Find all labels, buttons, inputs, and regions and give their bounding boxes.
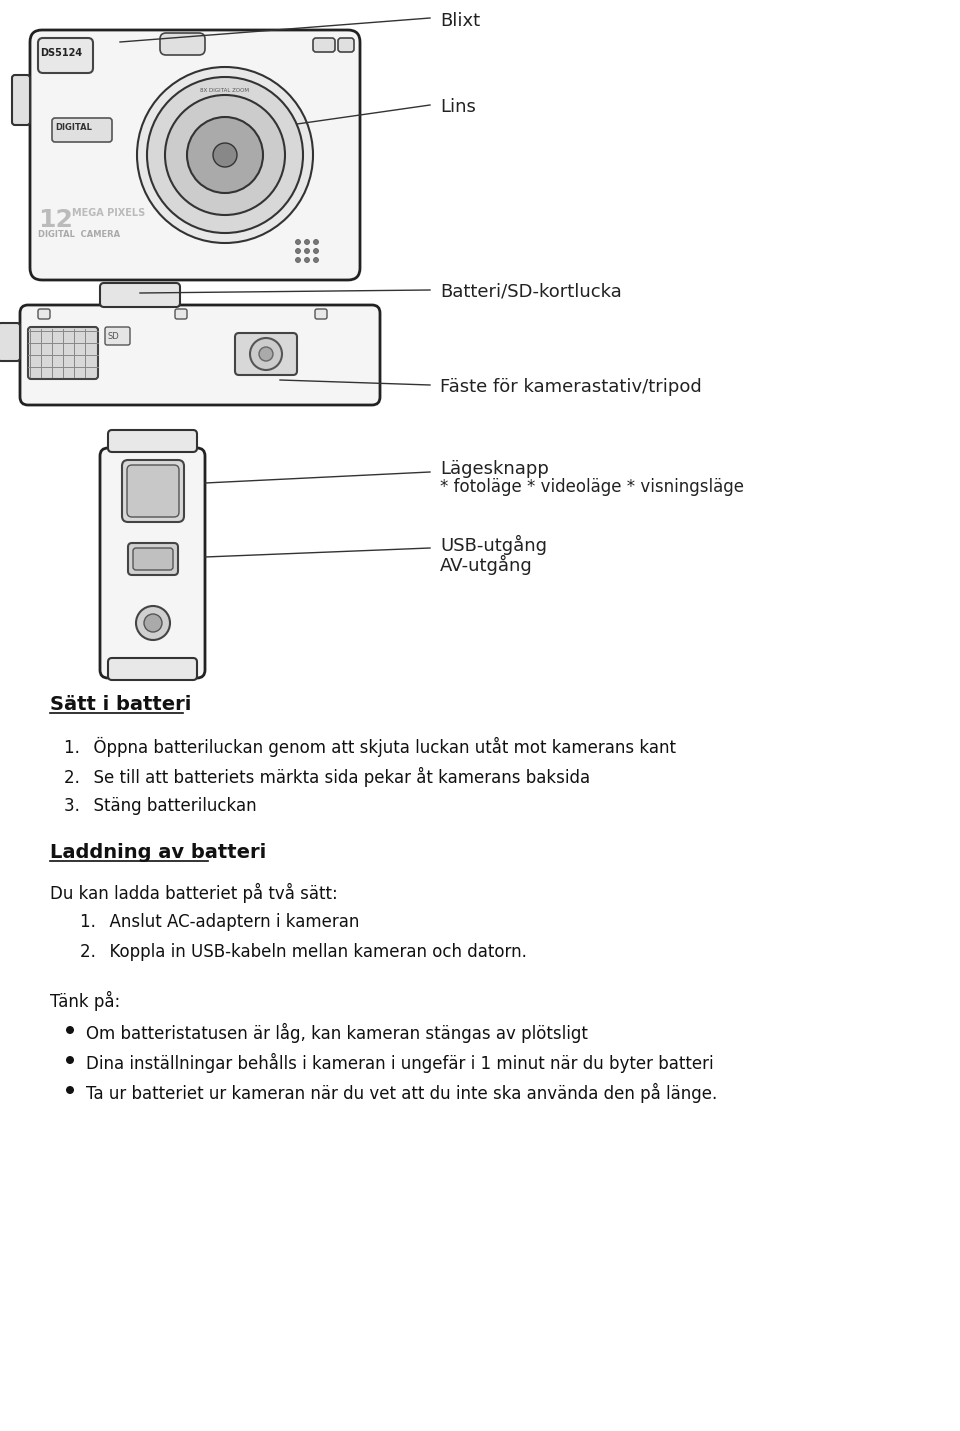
Circle shape [66,1086,74,1095]
Circle shape [144,614,162,633]
Text: 1.  Öppna batteriluckan genom att skjuta luckan utåt mot kamerans kant: 1. Öppna batteriluckan genom att skjuta … [64,737,676,757]
Circle shape [137,67,313,243]
FancyBboxPatch shape [128,542,178,575]
Text: 3.  Stäng batteriluckan: 3. Stäng batteriluckan [64,797,256,816]
Circle shape [304,249,309,253]
FancyBboxPatch shape [315,309,327,319]
FancyBboxPatch shape [127,465,179,517]
Circle shape [147,77,303,233]
Circle shape [250,338,282,371]
Circle shape [296,249,300,253]
Circle shape [314,239,319,245]
Circle shape [304,258,309,262]
Text: Laddning av batteri: Laddning av batteri [50,843,266,861]
Circle shape [213,143,237,167]
Circle shape [259,346,273,361]
Text: * fotoläge * videoläge * visningsläge: * fotoläge * videoläge * visningsläge [440,478,744,497]
Text: DIGITAL  CAMERA: DIGITAL CAMERA [38,230,120,239]
FancyBboxPatch shape [20,305,380,405]
Text: 12: 12 [38,207,73,232]
FancyBboxPatch shape [100,448,205,678]
FancyBboxPatch shape [313,39,335,52]
Circle shape [314,249,319,253]
FancyBboxPatch shape [12,74,30,124]
FancyBboxPatch shape [175,309,187,319]
Circle shape [136,605,170,640]
Text: Dina inställningar behålls i kameran i ungefär i 1 minut när du byter batteri: Dina inställningar behålls i kameran i u… [86,1053,713,1073]
Circle shape [304,239,309,245]
Text: Lins: Lins [440,97,476,116]
FancyBboxPatch shape [105,328,130,345]
Text: Lägesknapp: Lägesknapp [440,459,549,478]
FancyBboxPatch shape [235,333,297,375]
Text: USB-utgång: USB-utgång [440,535,547,555]
Circle shape [296,258,300,262]
Circle shape [66,1026,74,1035]
Text: 8X DIGITAL ZOOM: 8X DIGITAL ZOOM [201,87,250,93]
Circle shape [66,1056,74,1065]
FancyBboxPatch shape [108,658,197,680]
FancyBboxPatch shape [160,33,205,54]
FancyBboxPatch shape [38,39,93,73]
Text: Tänk på:: Tänk på: [50,992,120,1012]
Circle shape [314,258,319,262]
Text: Du kan ladda batteriet på två sätt:: Du kan ladda batteriet på två sätt: [50,883,338,903]
Circle shape [187,117,263,193]
Text: DIGITAL: DIGITAL [55,123,92,132]
FancyBboxPatch shape [28,328,98,379]
Text: 2.  Se till att batteriets märkta sida pekar åt kamerans baksida: 2. Se till att batteriets märkta sida pe… [64,767,590,787]
Text: Batteri/SD-kortlucka: Batteri/SD-kortlucka [440,283,622,301]
Text: Om batteristatusen är låg, kan kameran stängas av plötsligt: Om batteristatusen är låg, kan kameran s… [86,1023,588,1043]
Text: Fäste för kamerastativ/tripod: Fäste för kamerastativ/tripod [440,378,702,396]
Text: Sätt i batteri: Sätt i batteri [50,695,191,714]
Text: 1.  Anslut AC-adaptern i kameran: 1. Anslut AC-adaptern i kameran [80,913,359,932]
Circle shape [165,94,285,215]
Text: SD: SD [108,332,120,341]
Text: 2.  Koppla in USB-kabeln mellan kameran och datorn.: 2. Koppla in USB-kabeln mellan kameran o… [80,943,527,962]
Text: AV-utgång: AV-utgång [440,555,533,575]
Circle shape [296,239,300,245]
Text: Blixt: Blixt [440,11,480,30]
Text: DS5124: DS5124 [40,49,83,59]
FancyBboxPatch shape [0,323,20,361]
FancyBboxPatch shape [108,429,197,452]
FancyBboxPatch shape [100,283,180,308]
FancyBboxPatch shape [338,39,354,52]
FancyBboxPatch shape [30,30,360,280]
Text: Ta ur batteriet ur kameran när du vet att du inte ska använda den på länge.: Ta ur batteriet ur kameran när du vet at… [86,1083,717,1103]
FancyBboxPatch shape [122,459,184,522]
FancyBboxPatch shape [38,309,50,319]
FancyBboxPatch shape [52,117,112,142]
FancyBboxPatch shape [133,548,173,570]
Text: MEGA PIXELS: MEGA PIXELS [72,207,145,218]
